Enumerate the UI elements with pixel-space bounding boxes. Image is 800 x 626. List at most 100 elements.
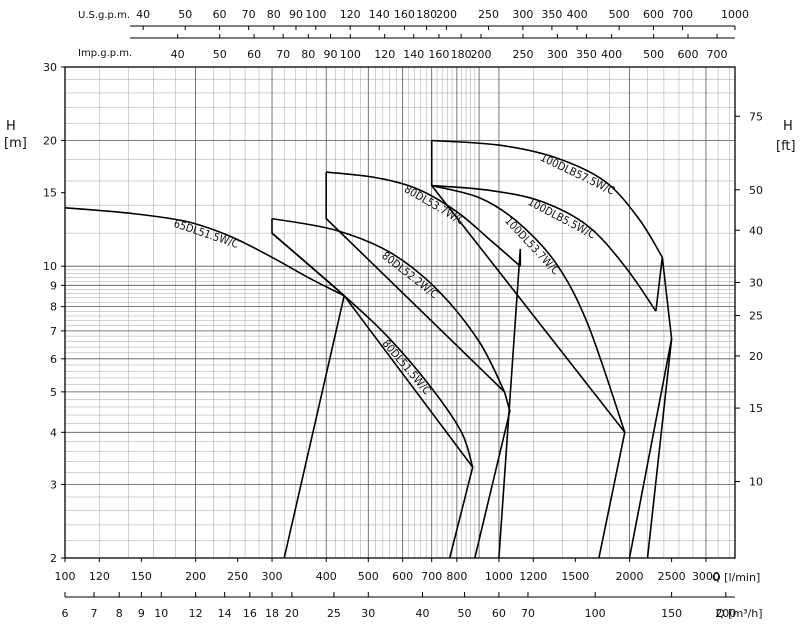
impgpm-tick-label: 200 [470,48,491,61]
x-tick-label: 100 [55,570,76,583]
x-tick-label: 400 [316,570,337,583]
m3h-tick-label: 40 [416,607,430,620]
usgpm-tick-label: 200 [436,8,457,21]
x-tick-label: 1200 [519,570,547,583]
m3h-tick-label: 7 [91,607,98,620]
impgpm-tick-label: 90 [324,48,338,61]
impgpm-tick-label: 120 [374,48,395,61]
m3h-tick-label: 100 [585,607,606,620]
m3h-tick-label: 16 [243,607,257,620]
impgpm-tick-label: 250 [513,48,534,61]
x-tick-label: 200 [185,570,206,583]
y-axis-ft-ticks: 10 15 20 25 30 40 50 75 [735,110,763,489]
curve-label-100dlb57-5w-c: 100DLB57.5W/C [538,151,617,198]
m3h-tick-label: 200 [715,607,736,620]
impgpm-tick-label: 500 [643,48,664,61]
x-axis-lmin-ticks: 100 120 150 200 250 300 400 500 600 700 800 1000 120… [55,558,720,583]
y-tick-label: 10 [43,260,57,273]
impgpm-tick-label: 50 [213,48,227,61]
envelope-80dl52-2w-c [325,172,511,559]
ft-tick-label: 10 [749,476,763,489]
ft-tick-label: 50 [749,184,763,197]
x-tick-label: 120 [89,570,110,583]
envelope-100dl53-7w-c [430,140,626,559]
pump-curves [64,139,673,559]
y-tick-label: 20 [43,135,57,148]
m3h-tick-label: 10 [154,607,168,620]
usgpm-tick-label: 40 [136,8,150,21]
curve-100dl53-7w-c [431,184,626,433]
m3h-tick-label: 30 [361,607,375,620]
usgpm-tick-label: 80 [267,8,281,21]
usgpm-tick-label: 90 [289,8,303,21]
y-tick-label: 8 [50,301,57,314]
impgpm-tick-label: 600 [678,48,699,61]
y-tick-label: 30 [43,61,57,74]
plot-frame [64,66,736,559]
impgpm-tick-label: 60 [247,48,261,61]
m3h-tick-label: 14 [218,607,232,620]
envelope-65dl51-5w-c [271,218,346,559]
curve-label-100dl53-7w-c: 100DL53.7W/C [502,214,562,277]
y-tick-label: 9 [50,279,57,292]
curve-labels: 65DL51.5W/C80DL51.5W/C80DL52.2W/C80DL53.… [172,151,617,397]
curve-80dl52-2w-c [271,217,506,393]
y-axis-title-right: H [783,119,793,134]
x-tick-label: 250 [227,570,248,583]
curve-100dlb5-5w-c [431,184,657,312]
usgpm-tick-label: 180 [416,8,437,21]
y-axis-unit-right: [ft] [776,139,796,154]
x-tick-label: 300 [262,570,283,583]
m3h-tick-label: 9 [138,607,145,620]
x-tick-label: 3000 [692,570,720,583]
usgpm-tick-label: 250 [478,8,499,21]
usgpm-tick-label: 1000 [721,8,749,21]
m3h-tick-label: 70 [521,607,535,620]
usgpm-tick-label: 350 [541,8,562,21]
impgpm-tick-label: 700 [707,48,728,61]
usgpm-tick-label: 120 [340,8,361,21]
y-tick-label: 2 [50,552,57,565]
grid-minor [65,67,735,558]
impgpm-tick-label: 180 [451,48,472,61]
y-tick-label: 5 [50,386,57,399]
curve-65dl51-5w-c [64,207,345,297]
usgpm-tick-label: 700 [672,8,693,21]
usgpm-tick-label: 400 [567,8,588,21]
x-tick-label: 800 [446,570,467,583]
ft-tick-label: 20 [749,350,763,363]
x-tick-label: 500 [358,570,379,583]
x-tick-label: 2000 [616,570,644,583]
x-axis-lmin-title: Q [l/min] [712,571,760,584]
usgpm-tick-label: 140 [369,8,390,21]
usgpm-tick-label: 160 [394,8,415,21]
grid-major [64,67,735,558]
x-tick-label: 600 [392,570,413,583]
x-tick-label: 700 [421,570,442,583]
envelope-80dl51-5w-c [343,295,474,559]
curve-80dl51-5w-c [271,232,474,468]
envelope-80dl53-7w-c [498,248,522,559]
curve-100dlb57-5w-c [431,139,663,258]
x-axis-impgpm-title: Imp.g.p.m. [78,48,132,59]
ft-tick-label: 25 [749,309,763,322]
impgpm-tick-label: 40 [171,48,185,61]
x-axis-usgpm-title: U.S.g.p.m. [78,10,130,21]
m3h-tick-label: 12 [189,607,203,620]
curve-label-100dlb5-5w-c: 100DLB5.5W/C [526,195,598,241]
envelope-100dlb5-5w-c [628,257,673,559]
usgpm-tick-label: 50 [178,8,192,21]
y-tick-label: 15 [43,187,57,200]
ft-tick-label: 15 [749,402,763,415]
impgpm-tick-label: 350 [576,48,597,61]
ft-tick-label: 40 [749,224,763,237]
impgpm-tick-label: 80 [301,48,315,61]
m3h-tick-label: 8 [116,607,123,620]
x-tick-label: 1000 [485,570,513,583]
usgpm-tick-label: 100 [305,8,326,21]
m3h-tick-label: 50 [458,607,472,620]
usgpm-tick-label: 70 [242,8,256,21]
x-axis-m3h-title: Q [m³/h] [716,607,763,620]
